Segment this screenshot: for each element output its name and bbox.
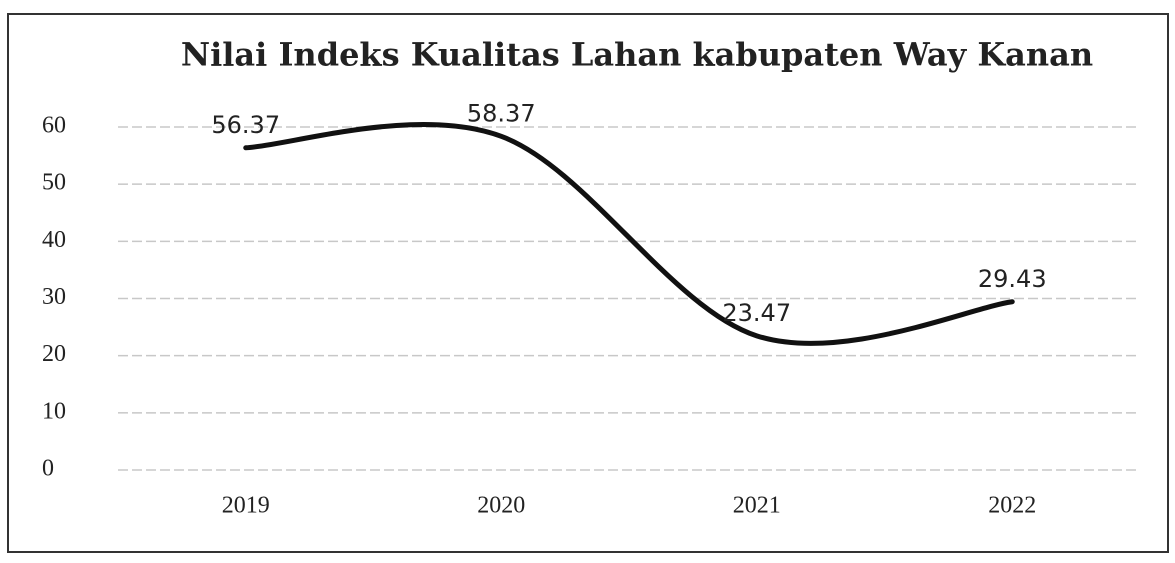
data-label: 29.43	[978, 265, 1047, 293]
y-tick-label: 40	[42, 227, 66, 253]
y-tick-label: 20	[42, 341, 66, 367]
x-tick-label: 2021	[733, 493, 781, 519]
data-label: 58.37	[467, 99, 536, 127]
data-line	[243, 122, 1015, 346]
chart-frame	[7, 13, 1169, 553]
y-tick-label: 30	[42, 284, 66, 310]
x-tick-label: 2020	[477, 493, 525, 519]
chart-title: Nilai Indeks Kualitas Lahan kabupaten Wa…	[181, 36, 1093, 74]
y-tick-label: 60	[42, 113, 66, 139]
y-tick-label: 0	[42, 456, 54, 482]
y-tick-label: 50	[42, 170, 66, 196]
y-tick-label: 10	[42, 398, 66, 424]
data-label: 56.37	[211, 111, 280, 139]
x-tick-label: 2022	[988, 493, 1036, 519]
data-label: 23.47	[722, 299, 791, 327]
x-tick-label: 2019	[222, 493, 270, 519]
